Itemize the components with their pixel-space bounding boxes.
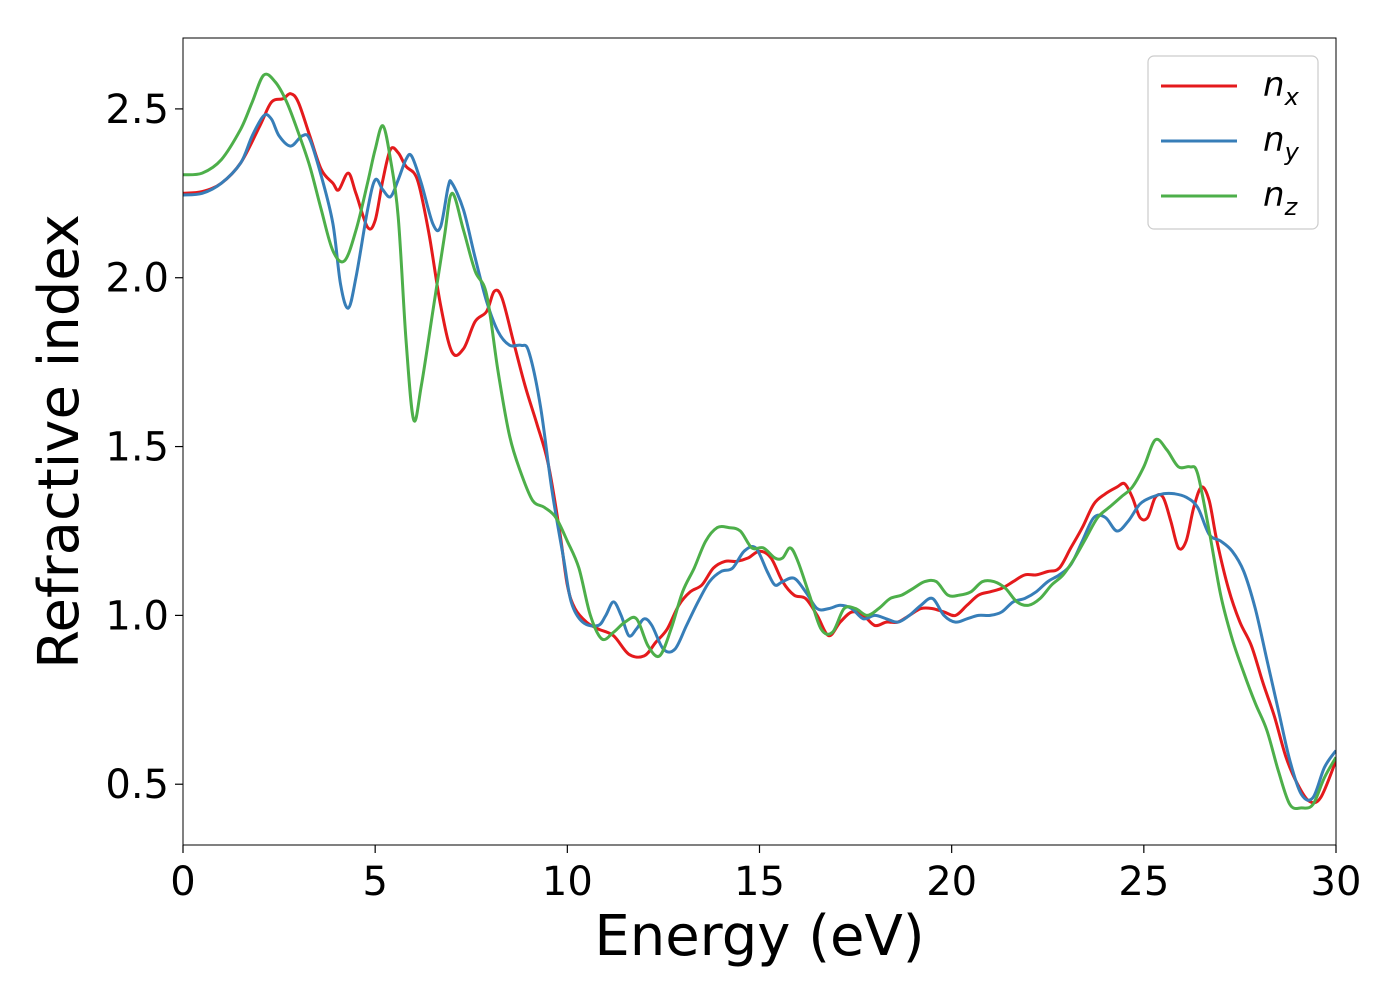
y-tick-label: 1.5 — [105, 425, 169, 471]
x-axis-ticks: 0 5 10 15 20 25 30 — [170, 845, 1361, 905]
x-tick-label: 15 — [734, 859, 785, 905]
x-tick-label: 10 — [542, 859, 593, 905]
y-tick-label: 2.5 — [105, 87, 169, 133]
legend-label-x: nx — [1263, 65, 1300, 111]
y-axis-ticks: 0.5 1.0 1.5 2.0 2.5 — [105, 87, 183, 808]
legend: nx ny nz — [1147, 55, 1319, 230]
x-tick-label: 30 — [1311, 859, 1362, 905]
series-layer — [183, 72, 1336, 811]
y-tick-label: 0.5 — [105, 762, 169, 808]
legend-label-y: ny — [1263, 120, 1300, 166]
y-axis-label: Refractive index — [27, 214, 92, 669]
x-axis-label: Energy (eV) — [594, 904, 924, 969]
y-tick-label: 1.0 — [105, 593, 169, 639]
x-tick-label: 5 — [362, 859, 387, 905]
legend-label-z: nz — [1263, 175, 1299, 221]
series-line-z — [183, 72, 1336, 811]
y-tick-label: 2.0 — [105, 256, 169, 302]
x-tick-label: 20 — [926, 859, 977, 905]
series-line-y — [183, 113, 1336, 802]
x-tick-label: 25 — [1118, 859, 1169, 905]
x-tick-label: 0 — [170, 859, 195, 905]
